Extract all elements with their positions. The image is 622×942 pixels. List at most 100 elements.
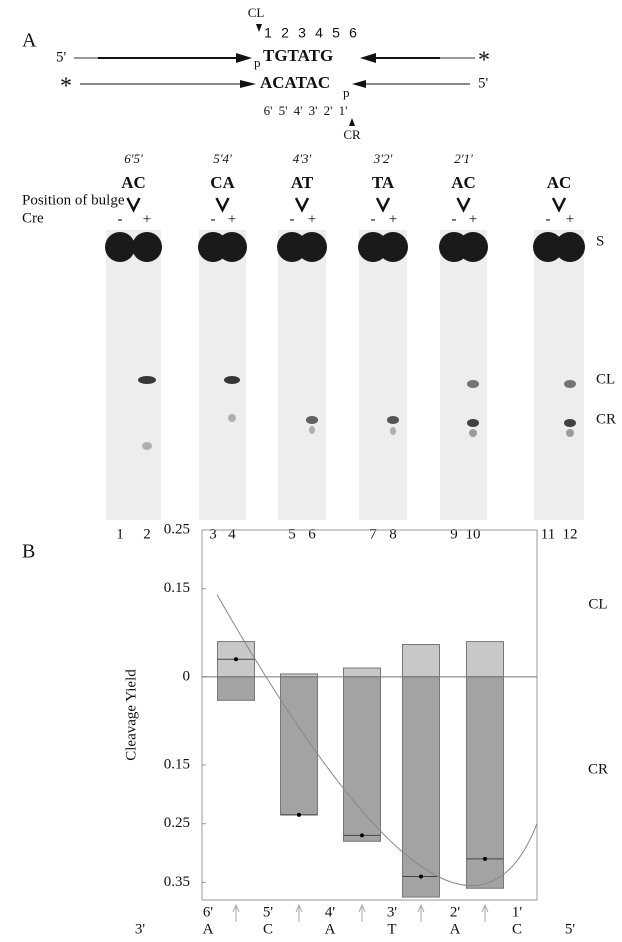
bulge-position: 6'5': [124, 151, 143, 166]
number: 6': [264, 103, 273, 118]
point: [360, 833, 364, 837]
cre-minus: -: [452, 211, 457, 227]
x-label-bottom: A: [450, 921, 461, 937]
number: 1': [339, 103, 348, 118]
bar-cr: [403, 677, 440, 897]
lane-number: 12: [563, 526, 578, 542]
figure: A CL 1 2 3 4 5 6 5' p TGTATG * * ACATAC …: [0, 0, 622, 942]
arrowhead: [240, 80, 256, 88]
bulge-bases: AC: [547, 173, 572, 192]
bottom-numbers: 6' 5' 4' 3' 2' 1': [264, 103, 348, 118]
point: [483, 857, 487, 861]
cre-plus: +: [469, 211, 477, 227]
star: *: [478, 48, 490, 74]
five-prime: 5': [478, 75, 489, 91]
cre-minus: -: [118, 211, 123, 227]
bulge-caret: [296, 198, 308, 210]
bulge-arrow: [359, 905, 365, 922]
five-prime: 5': [56, 49, 67, 65]
number: 6: [349, 25, 357, 41]
y-tick-label: 0.35: [164, 874, 190, 890]
gel-well-band: [217, 232, 247, 262]
gel-band: [228, 414, 236, 422]
gel-well-band: [132, 232, 162, 262]
cre-plus: +: [389, 211, 397, 227]
gel-band: [387, 416, 399, 424]
bulge-arrow: [482, 905, 488, 922]
gel-band: [138, 376, 156, 384]
x-label-bottom: T: [387, 921, 396, 937]
bulge-position: 4'3': [293, 151, 312, 166]
y-tick-label: 0.25: [164, 815, 190, 831]
band-label: S: [596, 233, 604, 249]
cre-minus: -: [211, 211, 216, 227]
bulge-position: 5'4': [213, 151, 232, 166]
lane-number: 1: [116, 526, 124, 542]
number: 1: [264, 25, 272, 41]
arrowhead: [360, 53, 376, 63]
panel-label: A: [22, 30, 37, 52]
cl-arrowhead: [256, 24, 262, 32]
gel-band: [469, 429, 477, 437]
gel-band: [142, 442, 152, 450]
band-label: CL: [596, 371, 615, 387]
gel: [199, 230, 246, 520]
cre-minus: -: [371, 211, 376, 227]
number: 5: [332, 25, 340, 41]
gel-well-band: [378, 232, 408, 262]
x-label-top: 5': [263, 904, 274, 920]
page: A CL 1 2 3 4 5 6 5' p TGTATG * * ACATAC …: [0, 0, 622, 942]
bar-cl: [467, 642, 504, 677]
row-label: Position of bulge: [22, 192, 125, 208]
y-tick-label: 0.15: [164, 580, 190, 596]
bar-cl: [344, 668, 381, 677]
gel-well-band: [105, 232, 135, 262]
sequence: TGTATG: [263, 46, 333, 65]
lane-number: 4: [228, 526, 236, 542]
x-label-bottom: 5': [565, 921, 576, 937]
x-label-top: 6': [203, 904, 214, 920]
point: [419, 875, 423, 879]
sequence: ACATAC: [260, 73, 330, 92]
x-label-top: 2': [450, 904, 461, 920]
lane-number: 5: [288, 526, 296, 542]
gel-band: [566, 429, 574, 437]
gel-band: [467, 419, 479, 427]
x-label-bottom: A: [325, 921, 336, 937]
bar-cr: [467, 677, 504, 888]
cr-marker: CR: [343, 127, 361, 142]
bar-cl: [403, 645, 440, 677]
gel-band: [309, 426, 315, 434]
gel-band: [564, 419, 576, 427]
bulge-caret: [458, 198, 470, 210]
gel-band: [467, 380, 479, 388]
cre-plus: +: [566, 211, 574, 227]
bulge-bases: CA: [210, 173, 235, 192]
y-tick-label: 0.25: [164, 521, 190, 537]
lane-number: 6: [308, 526, 316, 542]
cre-minus: -: [290, 211, 295, 227]
row-label: Cre: [22, 210, 44, 226]
bulge-caret: [217, 198, 229, 210]
lane-number: 11: [541, 526, 555, 542]
x-label-bottom: A: [203, 921, 214, 937]
p-label: p: [343, 85, 350, 100]
gel-band: [306, 416, 318, 424]
gel: [440, 230, 487, 520]
x-label-top: 3': [387, 904, 398, 920]
cl-marker: CL: [248, 5, 265, 20]
x-label-top: 4': [325, 904, 336, 920]
panel-label: B: [22, 541, 35, 563]
number: 2: [281, 25, 289, 41]
y-tick-label: 0.15: [164, 756, 190, 772]
number: 5': [279, 103, 288, 118]
gel-well-band: [555, 232, 585, 262]
p-label: p: [254, 55, 261, 70]
gel: [359, 230, 407, 520]
bulge-arrow: [233, 905, 239, 922]
arrowhead: [352, 80, 366, 88]
number: 3': [309, 103, 318, 118]
number: 3: [298, 25, 306, 41]
bar-cr: [344, 677, 381, 841]
side-label: CR: [588, 761, 608, 777]
